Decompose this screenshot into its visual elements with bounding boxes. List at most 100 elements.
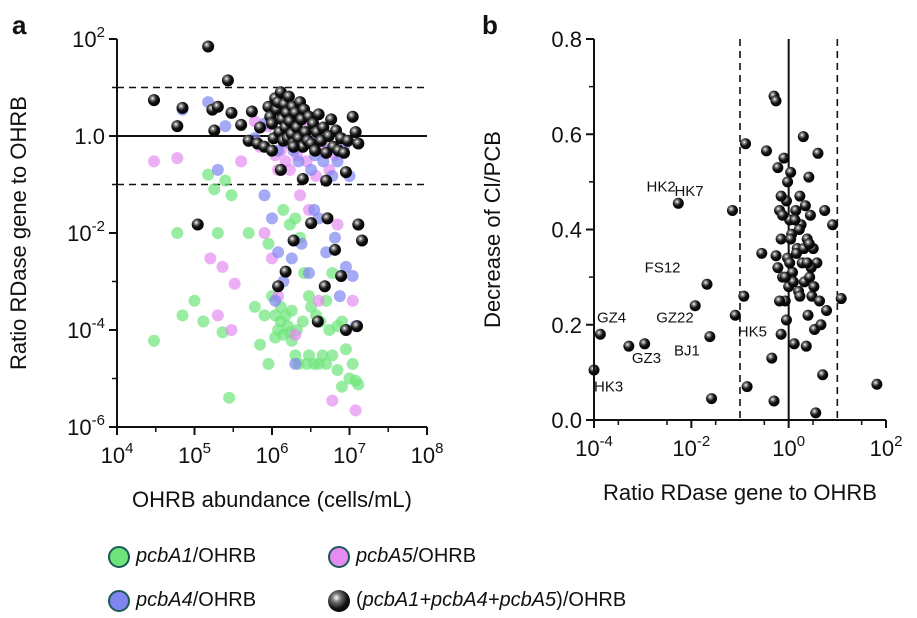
point-pcbA5-32 — [312, 294, 325, 307]
point-samples-81 — [784, 257, 796, 269]
point-combined-72 — [279, 265, 292, 278]
point-combined-50 — [312, 108, 325, 121]
point-combined-4 — [191, 218, 204, 231]
x-tick-label-4: 108 — [411, 440, 444, 468]
point-samples-63 — [772, 262, 784, 274]
point-pcbA1-3 — [219, 174, 232, 187]
point-samples-33 — [788, 338, 800, 350]
point-samples-10 — [729, 309, 741, 321]
point-pcbA1-28 — [296, 315, 309, 328]
point-combined-66 — [296, 172, 309, 185]
point-pcbA1-35 — [326, 349, 339, 362]
point-samples-7 — [704, 331, 716, 343]
point-samples-75 — [779, 271, 791, 283]
point-pcbA1-16 — [262, 237, 275, 250]
point-samples-9 — [726, 204, 738, 216]
point-pcbA1-42 — [352, 378, 365, 391]
annotation-HK2: HK2 — [647, 178, 676, 195]
point-pcbA5-1 — [171, 152, 184, 165]
point-samples-79 — [801, 257, 813, 269]
point-pcbA5-16 — [283, 163, 296, 176]
y-tick-label-3: 0.6 — [551, 122, 582, 147]
point-samples-4 — [672, 197, 684, 209]
point-combined-12 — [245, 105, 258, 118]
point-pcbA1-9 — [223, 391, 236, 404]
annotation-HK3: HK3 — [594, 378, 623, 395]
legend-label-pcbA5: pcbA5/OHRB — [356, 545, 477, 567]
point-combined-70 — [287, 140, 300, 153]
point-pcbA1-48 — [302, 290, 315, 303]
point-pcbA4-27 — [272, 246, 285, 259]
point-samples-71 — [777, 209, 789, 221]
point-samples-34 — [790, 204, 802, 216]
point-pcbA1-5 — [176, 309, 189, 322]
point-combined-60 — [338, 146, 351, 159]
annotation-BJ1: BJ1 — [674, 343, 700, 360]
point-samples-66 — [785, 233, 797, 245]
legend-item-combined: (pcbA1+pcbA4+pcbA5)/OHRB — [328, 589, 626, 612]
point-pcbA1-34 — [320, 357, 333, 370]
point-pcbA4-39 — [289, 357, 302, 370]
x-tick-label-0: 10-4 — [575, 433, 613, 461]
point-pcbA5-6 — [225, 324, 238, 336]
point-pcbA4-3 — [211, 163, 224, 176]
point-combined-31 — [282, 90, 295, 103]
point-samples-13 — [741, 381, 753, 393]
x-tick-label-2: 100 — [772, 433, 805, 461]
annotation-HK5: HK5 — [738, 324, 767, 341]
panel-b-chart: 10-4 10-2 100 102 0.0 0.2 0.4 0.6 0.8 Ratio RDase… — [480, 10, 902, 505]
y-axis-label: Ratio RDase gene to OHRB — [6, 96, 31, 370]
point-samples-3 — [639, 338, 651, 350]
point-samples-65 — [780, 314, 792, 326]
point-samples-5 — [689, 300, 701, 312]
point-combined-73 — [287, 234, 300, 247]
point-samples-22 — [775, 233, 787, 245]
point-samples-30 — [785, 166, 797, 178]
point-combined-69 — [266, 144, 278, 157]
point-combined-7 — [211, 100, 224, 113]
point-pcbA5-4 — [216, 260, 229, 273]
point-pcbA5-5 — [228, 277, 241, 290]
point-samples-43 — [800, 340, 812, 352]
x-tick-label-0: 104 — [101, 440, 134, 468]
annotation-GZ22: GZ22 — [656, 309, 694, 326]
point-pcbA4-4 — [219, 120, 232, 133]
point-combined-9 — [225, 106, 238, 119]
point-combined-76 — [321, 212, 334, 225]
point-combined-63 — [349, 126, 362, 139]
y-tick-label-1: 0.2 — [551, 313, 582, 338]
point-samples-82 — [770, 250, 782, 262]
point-combined-83 — [311, 315, 324, 328]
point-pcbA5-34 — [349, 404, 362, 417]
y-tick-label-2: 10-2 — [67, 218, 105, 246]
panel-label-b: b — [482, 10, 498, 40]
panel-label-a: a — [12, 10, 27, 40]
legend-swatch-combined — [328, 589, 350, 612]
point-combined-55 — [325, 113, 338, 126]
point-pcbA1-60 — [262, 357, 275, 370]
point-samples-14 — [756, 247, 768, 259]
point-samples-45 — [802, 309, 814, 321]
point-combined-48 — [309, 144, 322, 157]
point-pcbA1-4 — [225, 189, 238, 202]
point-combined-80 — [352, 218, 365, 231]
point-pcbA1-12 — [242, 227, 255, 239]
legend-label-pcbA1: pcbA1/OHRB — [136, 545, 257, 567]
point-samples-59 — [821, 304, 833, 316]
point-pcbA1-38 — [339, 343, 352, 356]
point-samples-52 — [810, 407, 822, 419]
point-pcbA4-34 — [329, 231, 342, 244]
point-pcbA4-16 — [305, 163, 318, 176]
point-pcbA5-3 — [211, 309, 224, 322]
point-samples-47 — [804, 271, 816, 283]
point-samples-2 — [623, 340, 635, 352]
point-combined-2 — [202, 40, 215, 53]
point-combined-6 — [208, 124, 221, 137]
point-pcbA1-57 — [285, 304, 298, 317]
point-pcbA4-36 — [346, 269, 359, 282]
point-samples-62 — [871, 378, 883, 390]
point-pcbA5-38 — [294, 189, 307, 202]
point-combined-74 — [305, 217, 318, 230]
point-pcbA4-42 — [333, 290, 346, 303]
point-combined-65 — [274, 163, 287, 176]
